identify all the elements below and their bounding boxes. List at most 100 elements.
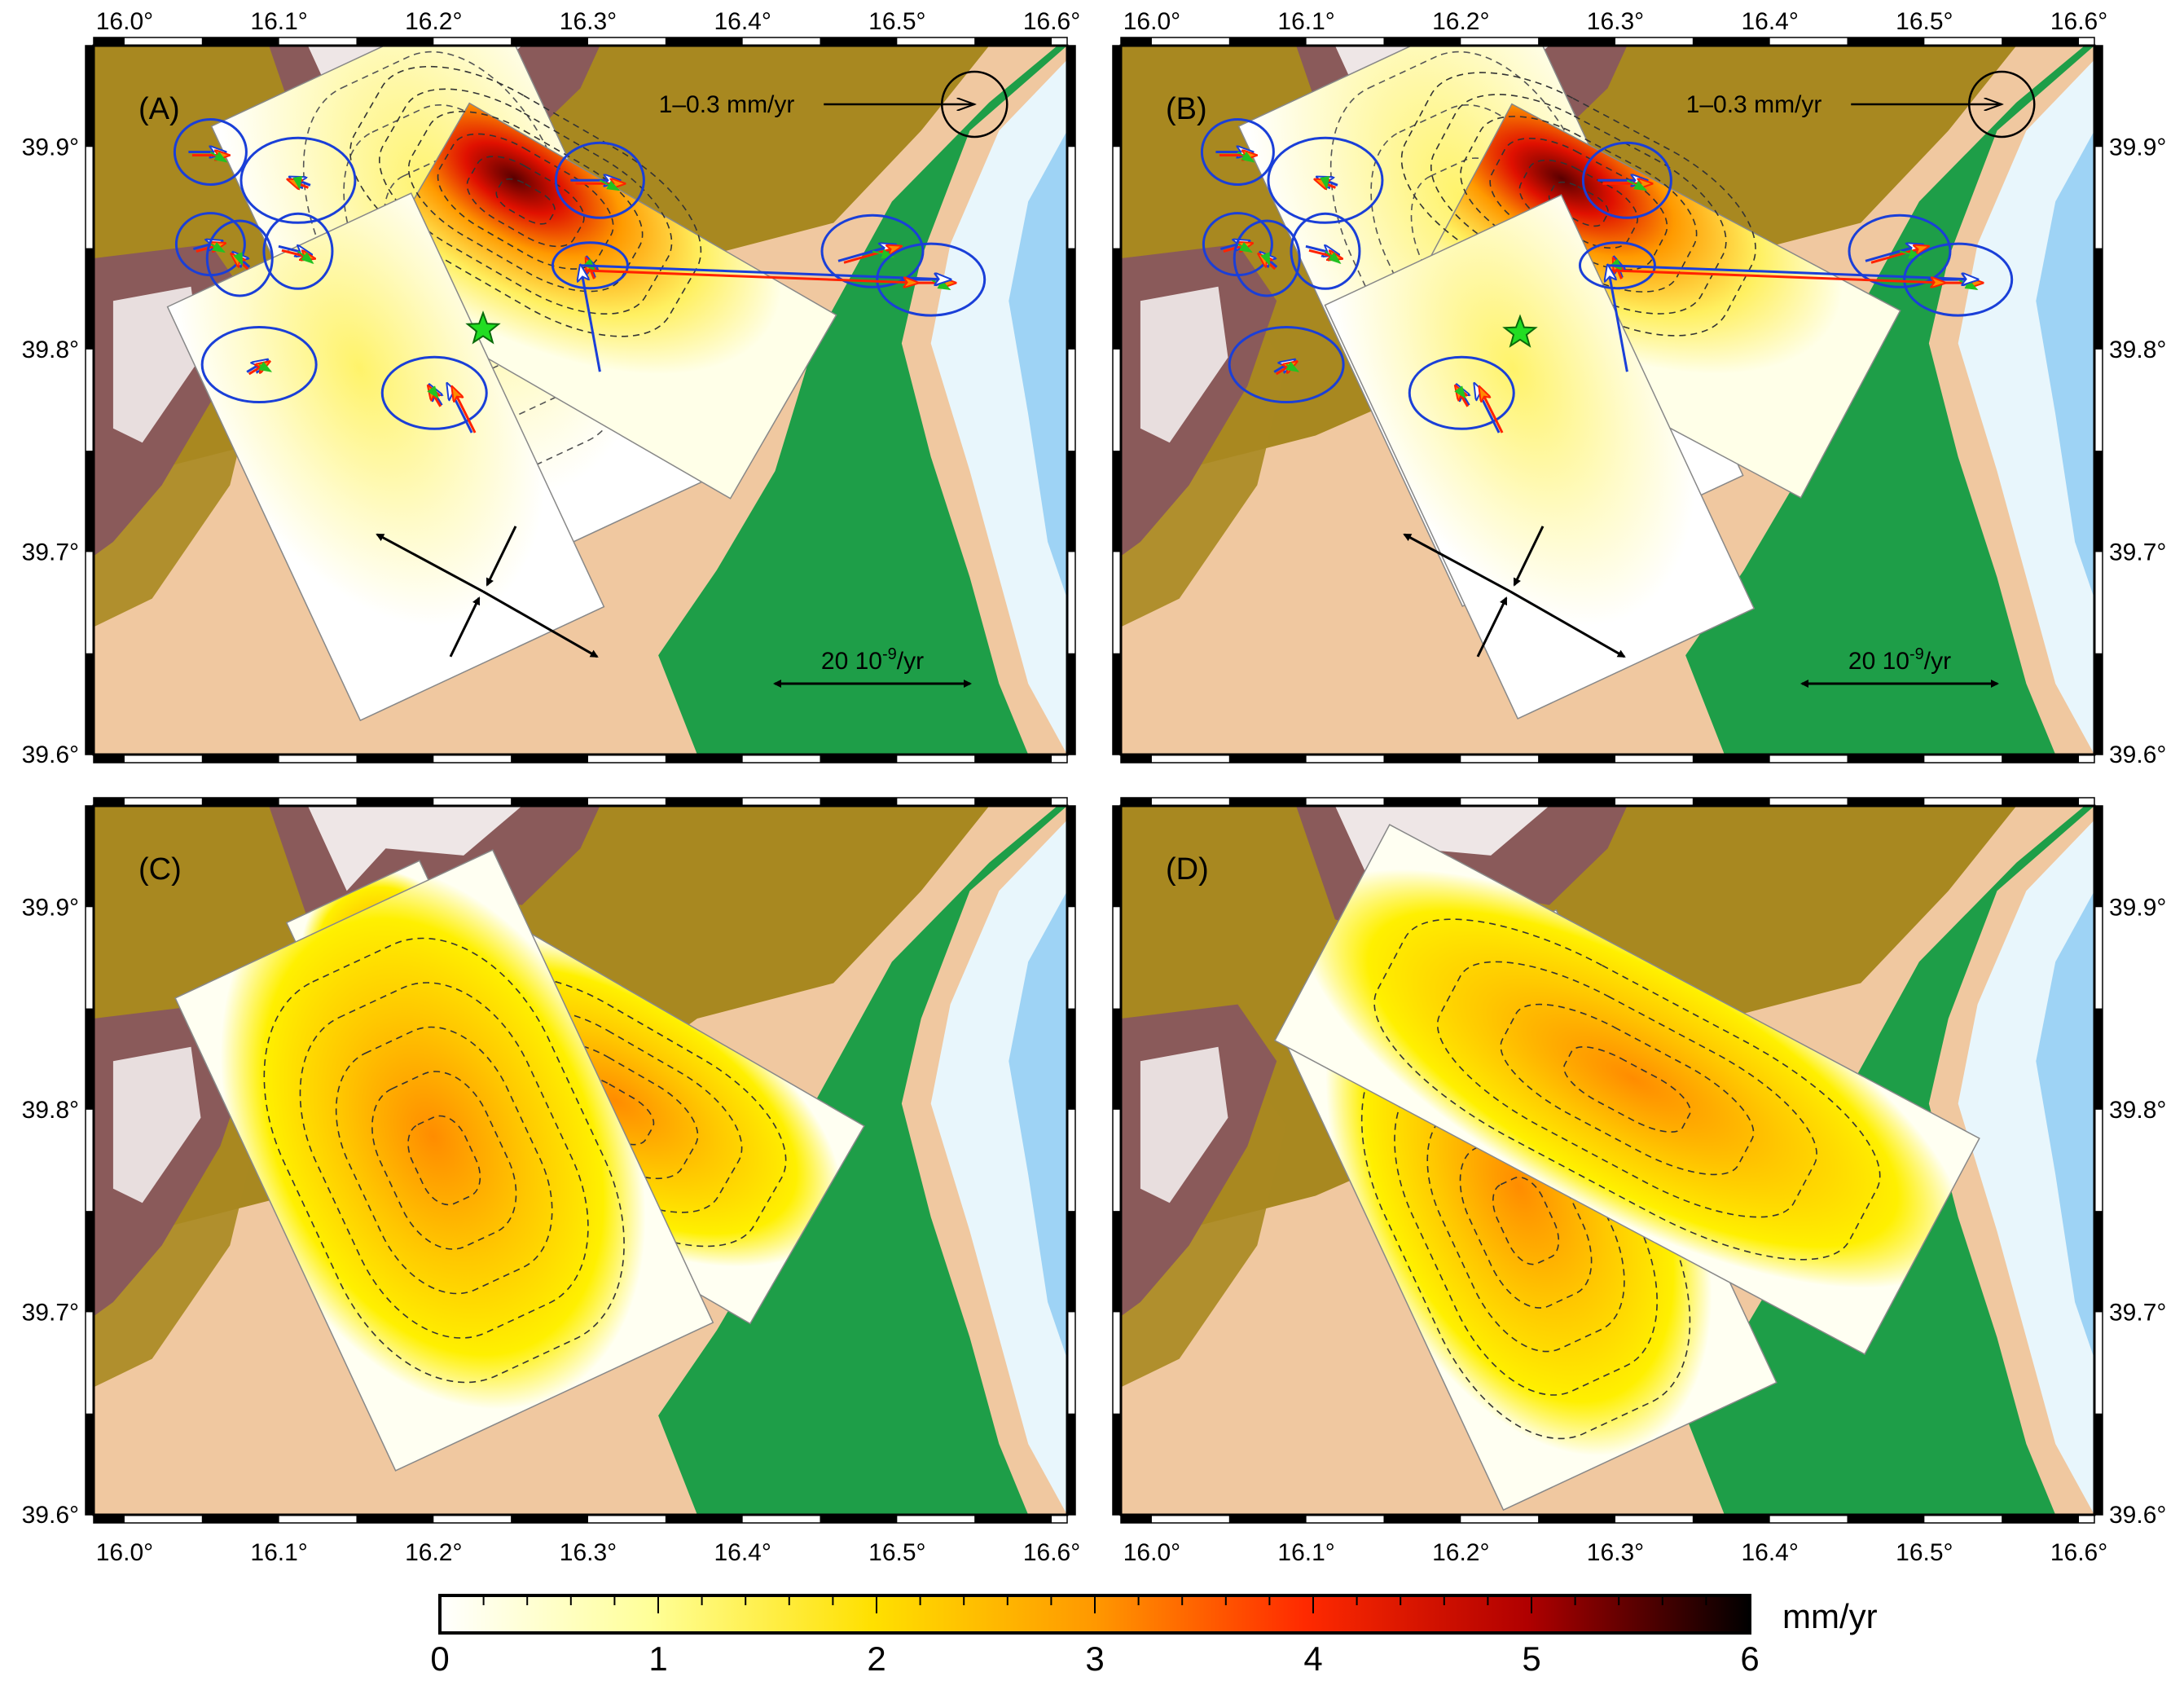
contour-line <box>349 65 702 337</box>
lon-tick-label: 16.3° <box>1587 8 1644 35</box>
frame-check <box>94 1515 125 1523</box>
fault-plane-west-lower <box>1324 194 1756 719</box>
frame-check <box>820 1515 898 1523</box>
observed-velocity-arrow <box>1607 264 1978 279</box>
frame-check <box>1121 755 1152 763</box>
frame-check <box>1847 798 1925 806</box>
frame-check <box>1067 1008 1075 1110</box>
velocity-error-ellipse <box>1267 136 1384 224</box>
frame-check <box>2094 451 2103 552</box>
frame-edge <box>1112 805 1122 1516</box>
frame-check <box>1067 653 1075 755</box>
contour-line <box>437 133 614 270</box>
contour-line <box>299 982 589 1339</box>
residual-velocity-arrow <box>1325 250 1342 265</box>
gps-station <box>205 219 274 297</box>
colorbar-tick-label: 2 <box>867 1639 885 1678</box>
contour-line <box>407 1115 481 1206</box>
snow-peaks <box>112 1046 201 1204</box>
frame-check <box>86 1211 94 1313</box>
residual-velocity-arrow <box>1285 361 1300 372</box>
lat-tick-label: 39.8° <box>22 337 79 363</box>
frame-check <box>974 1515 1052 1523</box>
frame-check <box>1113 46 1121 147</box>
lon-tick-label: 16.6° <box>2050 8 2107 35</box>
sea-deep <box>1009 130 1067 599</box>
contour-line <box>466 156 585 248</box>
lat-tick-label: 39.8° <box>22 1097 79 1124</box>
lon-tick-label: 16.1° <box>250 1539 307 1566</box>
lon-tick-label: 16.2° <box>405 1539 462 1566</box>
frame-check <box>86 451 94 552</box>
gps-station <box>1228 326 1345 403</box>
frame-edge <box>93 797 1068 807</box>
frame-check <box>974 755 1052 763</box>
contour-line <box>378 88 673 315</box>
residual-velocity-arrow <box>233 252 244 266</box>
frame-check <box>86 1008 94 1110</box>
frame-check <box>1113 653 1121 755</box>
contour-line <box>495 178 556 225</box>
contour-line <box>263 937 625 1384</box>
frame-check <box>1121 37 1152 46</box>
compression-arrow <box>449 596 481 658</box>
colorbar-tick-label: 4 <box>1303 1639 1322 1678</box>
contour-line <box>1492 1176 1560 1265</box>
frame-edge <box>1066 805 1076 1516</box>
frame-edge <box>93 1514 1068 1524</box>
lon-tick-label: 16.0° <box>96 8 153 35</box>
lon-tick-label: 16.2° <box>1432 8 1489 35</box>
colorbar-ticks: 0 1 2 3 4 5 6 <box>430 1595 1760 1678</box>
compression-arrow <box>486 526 517 587</box>
frame-edge <box>1120 797 2095 807</box>
frame-check <box>2094 806 2103 908</box>
velocity-error-ellipse <box>1290 212 1361 290</box>
frame-check <box>356 798 434 806</box>
velocity-scale-label: 1–0.3 mm/yr <box>659 91 795 118</box>
velocity-error-ellipse <box>551 241 629 290</box>
snow-peaks <box>307 806 522 891</box>
map-panel: (C) 16.0° 16.1° 16.2° 16.3° 16.4° 16.5° 16.6° 39… <box>22 797 1080 1566</box>
frame-check <box>1383 798 1461 806</box>
frame-check <box>1113 248 1121 350</box>
fault-plane-west-lower-surface <box>1324 194 1756 719</box>
colorbar: 0 1 2 3 4 5 6 mm/yr <box>430 1594 1878 1678</box>
colorbar-tick-label: 3 <box>1085 1639 1104 1678</box>
sea-deep <box>2036 130 2094 599</box>
frame-edge <box>2094 805 2103 1516</box>
lat-tick-label: 39.7° <box>2109 1299 2166 1326</box>
model-velocity-arrow <box>1870 246 1928 264</box>
lat-tick-label: 39.7° <box>22 1299 79 1326</box>
frame-check <box>86 46 94 147</box>
frame-check <box>356 1515 434 1523</box>
frame-check <box>201 1515 279 1523</box>
observed-velocity-arrow <box>581 266 601 372</box>
frame-check <box>665 798 743 806</box>
panel-label: (B) <box>1166 92 1207 126</box>
lon-tick-label: 16.5° <box>1896 8 1953 35</box>
contour-line <box>371 1071 517 1250</box>
lon-tick-label: 16.4° <box>1741 8 1798 35</box>
lat-tick-label: 39.8° <box>2109 1097 2166 1124</box>
residual-velocity-arrow <box>1260 252 1271 266</box>
lon-tick-label: 16.3° <box>1587 1539 1644 1566</box>
velocity-error-ellipse <box>1228 326 1345 403</box>
contour-line <box>1500 1003 1755 1176</box>
colorbar-tick-label: 5 <box>1522 1639 1540 1678</box>
frame-edge <box>2094 45 2103 755</box>
frame-check <box>665 37 743 46</box>
velocity-error-ellipse <box>239 136 357 224</box>
gps-station <box>554 141 645 219</box>
frame-check <box>86 248 94 350</box>
model-velocity-arrow <box>1479 387 1504 433</box>
frame-check <box>974 798 1052 806</box>
lat-tick-label: 39.7° <box>22 539 79 565</box>
epicenter-star <box>1502 314 1538 348</box>
frame-check <box>1113 1211 1121 1313</box>
model-velocity-arrow <box>843 246 901 264</box>
lat-tick-label: 39.8° <box>2109 337 2166 363</box>
frame-check <box>1383 755 1461 763</box>
frame-check <box>511 37 588 46</box>
lon-tick-label: 16.2° <box>405 8 462 35</box>
